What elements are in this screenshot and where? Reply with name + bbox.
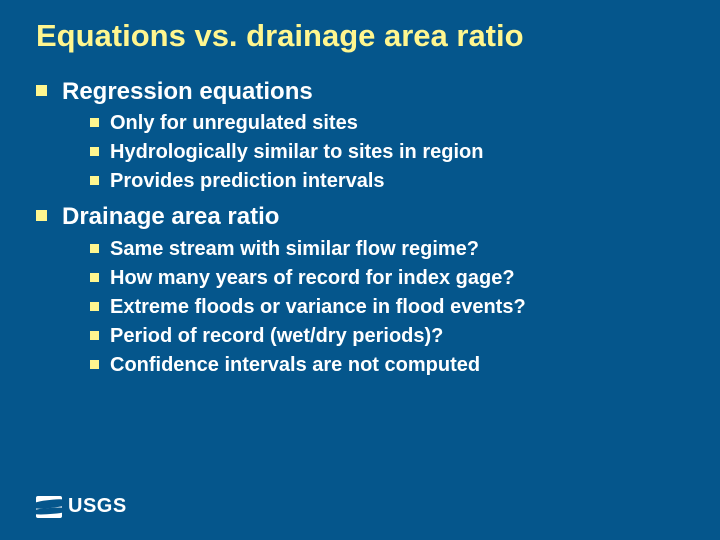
- usgs-logo-text: USGS: [68, 495, 127, 518]
- slide: Equations vs. drainage area ratio Regres…: [0, 0, 720, 379]
- sub-item: How many years of record for index gage?: [90, 265, 684, 292]
- bullet-list: Regression equations Only for unregulate…: [36, 78, 684, 380]
- section-regression: Regression equations Only for unregulate…: [36, 78, 684, 196]
- sub-item: Confidence intervals are not computed: [90, 352, 684, 379]
- sub-list: Only for unregulated sites Hydrologicall…: [62, 110, 684, 195]
- sub-item: Period of record (wet/dry periods)?: [90, 323, 684, 350]
- sub-item: Hydrologically similar to sites in regio…: [90, 139, 684, 166]
- usgs-logo: USGS: [36, 495, 127, 518]
- section-heading: Regression equations: [62, 78, 684, 107]
- sub-list: Same stream with similar flow regime? Ho…: [62, 236, 684, 379]
- section-heading: Drainage area ratio: [62, 203, 684, 232]
- usgs-wave-icon: [36, 496, 62, 518]
- section-drainage: Drainage area ratio Same stream with sim…: [36, 203, 684, 379]
- sub-item: Only for unregulated sites: [90, 110, 684, 137]
- sub-item: Provides prediction intervals: [90, 168, 684, 195]
- slide-title: Equations vs. drainage area ratio: [36, 18, 684, 54]
- sub-item: Extreme floods or variance in flood even…: [90, 294, 684, 321]
- sub-item: Same stream with similar flow regime?: [90, 236, 684, 263]
